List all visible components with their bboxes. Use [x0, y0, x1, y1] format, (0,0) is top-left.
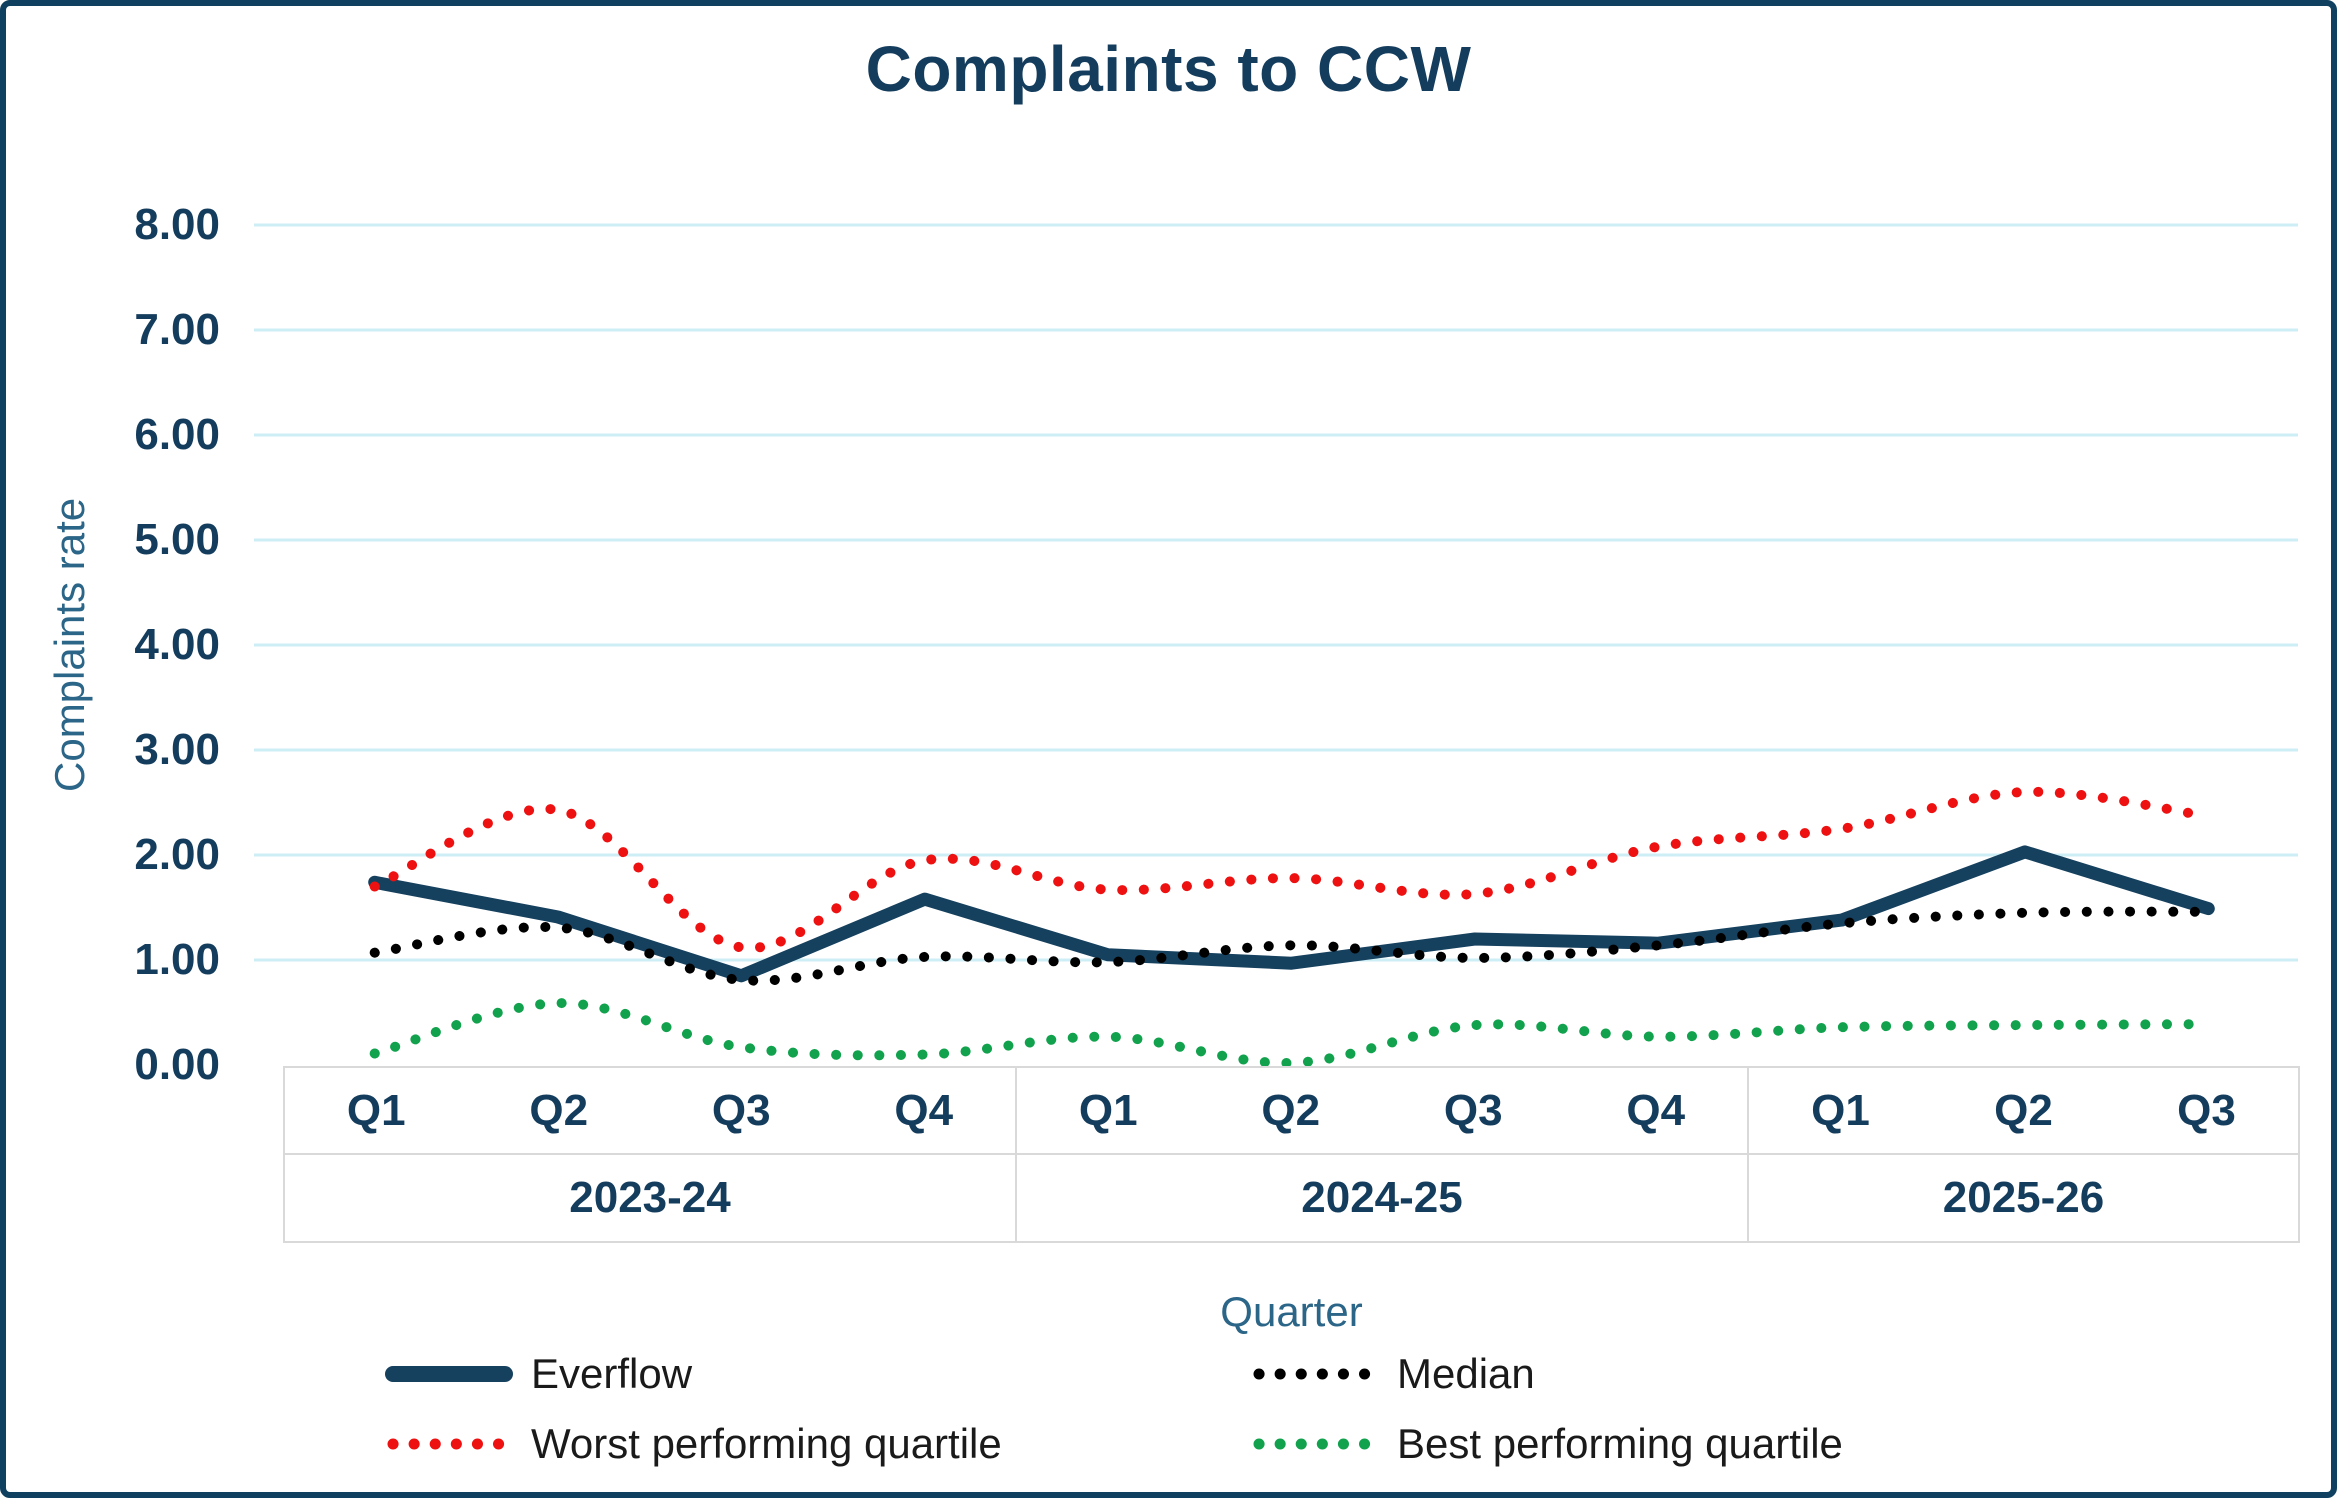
- x-tick-quarter: Q2: [1994, 1085, 2053, 1135]
- quarter-labels-row: Q1 Q2 Q3 Q4 Q1 Q2 Q3 Q4 Q1 Q2 Q3: [285, 1068, 2298, 1153]
- legend-label-median: Median: [1397, 1350, 1535, 1397]
- x-tick-year: 2025-26: [1942, 1173, 2105, 1222]
- legend-label-best-quartile: Best performing quartile: [1397, 1420, 1843, 1467]
- y-tick-label: 2.00: [134, 830, 220, 879]
- x-tick-year: 2023-24: [285, 1155, 1017, 1241]
- quarter-section-2025-26: Q1 Q2 Q3: [1749, 1068, 2298, 1153]
- y-tick-label: 5.00: [134, 515, 220, 564]
- best-quartile-dots-swatch: [1253, 1438, 1377, 1450]
- x-tick-quarter: Q1: [1078, 1085, 1138, 1135]
- x-tick-quarter: Q3: [1443, 1085, 1503, 1135]
- quarter-section-2024-25: Q1 Q2 Q3 Q4: [1017, 1068, 1749, 1153]
- y-tick-label: 1.00: [134, 935, 220, 984]
- y-tick-label: 4.00: [134, 620, 220, 669]
- x-tick-quarter: Q2: [529, 1085, 589, 1135]
- x-tick-quarter: Q3: [2177, 1085, 2236, 1135]
- x-tick-quarter: Q1: [1811, 1085, 1870, 1135]
- worst-quartile-dots-swatch: [387, 1438, 511, 1450]
- series-line-median: [369, 906, 2214, 986]
- x-tick-quarter: Q4: [894, 1085, 954, 1135]
- series-line-worst-performing-quartile: [369, 786, 2214, 953]
- y-tick-label: 0.00: [134, 1040, 220, 1089]
- x-tick-quarter: Q3: [711, 1085, 771, 1135]
- x-tick-quarter: Q1: [346, 1085, 406, 1135]
- everflow-line-swatch: [385, 1366, 513, 1382]
- x-axis-band: Q1 Q2 Q3 Q4 Q1 Q2 Q3 Q4 Q1 Q2 Q3 2023-24 2024-25 2025…: [283, 1066, 2300, 1243]
- legend-item-best-quartile: Best performing quartile: [1249, 1416, 1843, 1472]
- x-tick-quarter: Q2: [1261, 1085, 1321, 1135]
- legend-item-everflow: Everflow: [383, 1346, 692, 1402]
- series-line-best-performing-quartile: [369, 998, 2214, 1068]
- y-tick-label: 3.00: [134, 725, 220, 774]
- legend-label-everflow: Everflow: [531, 1350, 693, 1397]
- quarter-section-2023-24: Q1 Q2 Q3 Q4: [285, 1068, 1017, 1153]
- median-dots-swatch: [1253, 1368, 1377, 1380]
- year-labels-row: 2023-24 2024-25 2025-26: [285, 1153, 2298, 1241]
- legend-item-median: Median: [1249, 1346, 1535, 1402]
- x-tick-year: 2024-25: [1017, 1155, 1749, 1241]
- series-line-everflow: [368, 845, 2215, 983]
- y-tick-label: 8.00: [134, 200, 220, 249]
- x-tick-quarter: Q4: [1626, 1085, 1686, 1135]
- x-axis-title: Quarter: [1220, 1288, 1363, 1335]
- legend-label-worst-quartile: Worst performing quartile: [531, 1420, 1002, 1467]
- y-tick-label: 7.00: [134, 305, 220, 354]
- chart-title: Complaints to CCW: [865, 33, 1472, 105]
- legend-item-worst-quartile: Worst performing quartile: [383, 1416, 1002, 1472]
- line-chart-plot: [254, 223, 2298, 1068]
- y-tick-label: 6.00: [134, 410, 220, 459]
